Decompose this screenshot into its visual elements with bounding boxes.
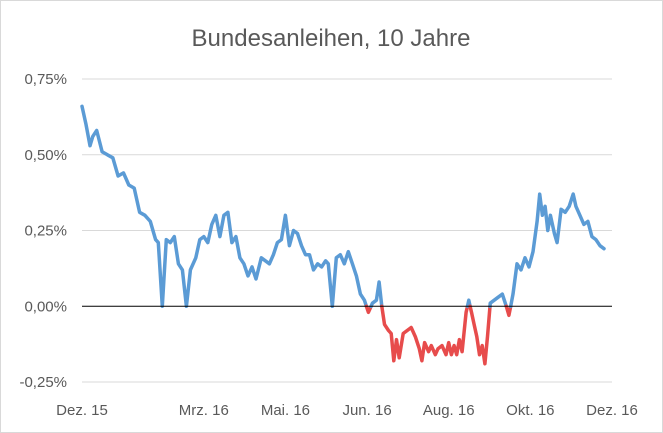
- grid-lines: [82, 78, 612, 383]
- positive-segment-2: [369, 280, 384, 309]
- negative-segment-1: [364, 304, 373, 315]
- positive-segment-4: [465, 298, 472, 309]
- chart-title: Bundesanleihen, 10 Jahre: [192, 25, 471, 52]
- x-tick-label-5: Okt. 16: [506, 402, 554, 419]
- x-axis-ticks: Dez. 15 Mrz. 16 Mai. 16 Jun. 16 Aug. 16 Okt. …: [56, 402, 638, 419]
- positive-segment-6: [488, 292, 509, 309]
- y-tick-label-0: 0,75%: [24, 71, 67, 88]
- x-tick-label-1: Mrz. 16: [179, 402, 229, 419]
- y-tick-label-1: 0,50%: [24, 147, 67, 164]
- x-tick-label-0: Dez. 15: [56, 402, 108, 419]
- y-tick-label-4: -0,25%: [19, 374, 67, 391]
- data-series: [80, 104, 606, 366]
- positive-segment-8: [508, 192, 606, 309]
- x-tick-label-2: Mai. 16: [261, 402, 310, 419]
- positive-segment-0: [80, 104, 369, 309]
- x-tick-label-4: Aug. 16: [423, 402, 475, 419]
- y-tick-label-2: 0,25%: [24, 223, 67, 240]
- y-tick-label-3: 0,00%: [24, 298, 67, 315]
- negative-segment-7: [504, 304, 513, 318]
- negative-segment-3: [380, 304, 470, 363]
- negative-segment-5: [468, 304, 492, 366]
- x-tick-label-6: Dez. 16: [586, 402, 638, 419]
- x-tick-label-3: Jun. 16: [342, 402, 391, 419]
- y-axis-ticks: 0,75% 0,50% 0,25% 0,00% -0,25%: [19, 71, 67, 391]
